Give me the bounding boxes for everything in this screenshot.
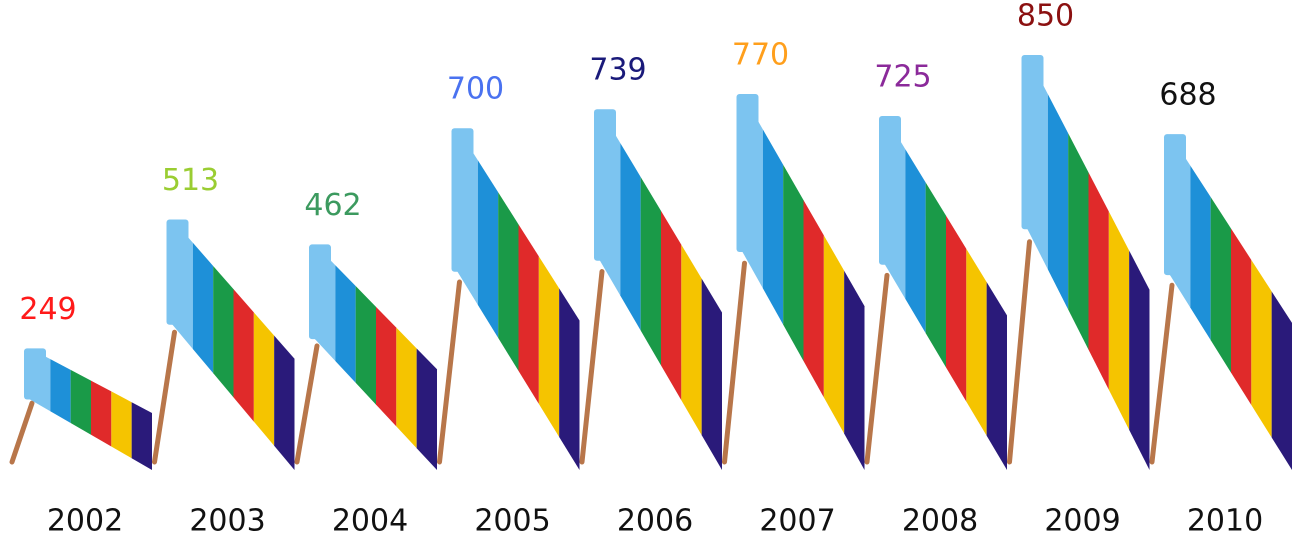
flag-pole [722,260,747,465]
flag-stripe [518,224,539,404]
flag-stripe [986,282,1007,470]
flag-hoist [309,244,331,340]
flag-pole [1007,239,1032,465]
flag [1149,134,1292,470]
flag-stripe [1108,211,1130,430]
flag-stripe [1047,94,1069,310]
flag-stripe [111,391,132,459]
flag [294,244,437,470]
flag-stripe [681,244,702,436]
flag-stripe [355,286,376,405]
flag-pole [152,329,177,465]
flag [152,219,295,470]
flag-stripe [823,235,845,434]
x-tick-label: 2007 [759,504,835,539]
flag [864,116,1007,470]
flag-stripe [192,242,214,374]
value-label: 688 [1159,78,1216,113]
flag-hoist [879,116,901,265]
flag-stripe [50,359,71,423]
x-tick-label: 2010 [1187,504,1263,539]
flag-stripe [1088,172,1109,390]
flag-stripe [559,288,580,470]
flag-hoist [451,128,474,272]
flag-stripe [1129,250,1150,470]
x-tick-label: 2002 [47,504,123,539]
flag [9,348,152,470]
flag-stripe [253,312,275,446]
flag-stripe [213,265,234,398]
value-label: 700 [447,72,504,107]
flag-stripe [376,306,397,427]
value-label: 249 [19,292,76,327]
value-label: 739 [589,53,646,88]
flag-stripe [783,164,804,361]
flag-hoist [1021,55,1044,230]
flag-stripe [803,200,824,398]
value-label: 513 [162,163,219,198]
flag-stripe [538,256,560,437]
flag-stripe [396,327,417,449]
flag-stripe [498,192,519,371]
flag-stripe [701,278,722,470]
x-tick-label: 2004 [332,504,408,539]
flag-stripe [661,210,682,401]
flag-stripe [1271,291,1292,470]
value-label: 770 [732,38,789,73]
flag-stripe [131,402,152,470]
flag-pole [1149,282,1175,465]
flag [579,109,722,470]
flag-stripe [1068,133,1089,350]
flag [437,128,580,470]
flag-stripe [762,129,784,325]
flag-stripe [91,380,112,447]
flag-stripe [1190,165,1211,341]
flag-stripe [477,160,499,338]
flag-hoist [1164,134,1186,276]
flag-hoist [736,94,759,252]
flag-stripe [640,176,661,366]
x-tick-label: 2005 [474,504,550,539]
flag-stripe [1231,228,1252,406]
flag-stripe [335,265,356,383]
x-tick-label: 2008 [902,504,978,539]
x-tick-label: 2009 [1044,504,1120,539]
flag-pole [294,343,320,465]
flag-stripe [966,248,987,436]
flag-pole [437,279,462,465]
flag-pole [579,269,605,465]
flag-stripe [925,182,946,368]
flag-stripe [905,149,926,334]
value-label: 725 [874,60,931,95]
flag-pole [9,400,35,465]
flag-stripe [620,143,641,331]
flag-stripe [233,289,254,422]
flag-stripe [1251,259,1272,438]
flag [722,94,865,470]
flag-stripe [946,215,967,402]
flag-pole [864,272,890,465]
x-tick-label: 2006 [617,504,693,539]
flag [1007,55,1150,470]
flag-stripe [274,335,295,470]
flag-hoist [24,348,46,400]
flag-hoist [166,219,189,325]
value-label: 850 [1017,0,1074,34]
flag-stripe [416,348,437,470]
flag-stripe [844,270,865,470]
x-tick-label: 2003 [189,504,265,539]
value-label: 462 [304,188,361,223]
flag-stripe [1210,197,1231,373]
flag-hoist [594,109,616,261]
flag-stripe [70,369,91,435]
